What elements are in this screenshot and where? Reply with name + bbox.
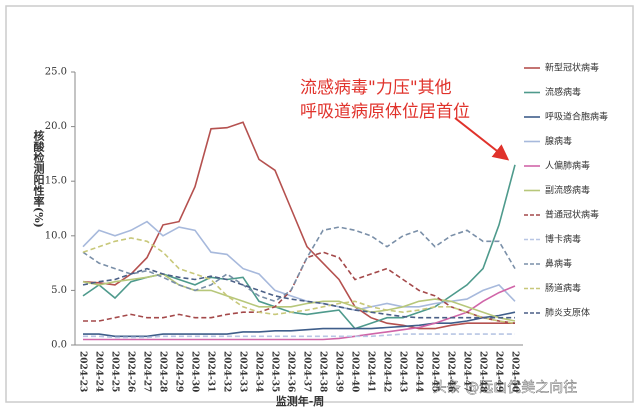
legend-label: 呼吸道合胞病毒 [545,111,608,123]
series-line [83,311,516,338]
x-tick-label: 2024-27 [142,351,152,392]
x-tick-label: 2024-36 [286,351,296,392]
y-tick-label: 0.0 [51,340,67,351]
x-tick-label: 2024-28 [158,351,168,392]
x-tick-label: 2024-34 [254,351,264,392]
legend-label: 流感病毒 [545,86,581,98]
x-tick-label: 2024-33 [238,351,248,392]
x-tick-label: 2024-23 [78,351,88,392]
y-tick-label: 10.0 [45,230,67,241]
annotation: 流感病毒"力压"其他 [300,78,452,98]
x-tick-label: 2024-24 [94,351,104,392]
series-line [83,285,516,341]
x-tick-label: 2024-38 [318,351,328,392]
x-tick-label: 2024-41 [366,351,376,392]
x-axis-label: 监测年-周 [276,394,325,408]
y-tick-label: 20.0 [45,121,67,132]
annotation: 呼吸道病原体位居首位 [300,102,470,122]
x-tick-label: 2024-40 [350,351,360,392]
series-line [82,226,516,303]
x-tick-label: 2024-32 [222,351,232,392]
series-line [82,237,516,324]
x-tick-label: 2024-31 [206,351,216,392]
x-tick-label: 2024-47 [462,351,472,392]
x-tick-label: 2024-42 [382,351,392,392]
x-tick-label: 2024-48 [478,351,488,392]
y-tick-label: 25.0 [45,67,67,78]
series-line [82,164,516,330]
series-line [82,121,515,330]
legend-label: 肺炎支原体 [545,307,590,319]
x-tick-label: 2024-45 [430,351,440,392]
y-tick-label: 5.0 [51,285,67,296]
series-line [82,273,516,322]
x-tick-label: 2024-37 [302,351,312,392]
annotation-arrow [454,117,510,161]
legend-label: 鼻病毒 [545,258,572,270]
series-line [83,333,515,339]
x-tick-label: 2024-35 [270,351,280,392]
x-tick-label: 2024-30 [190,351,200,392]
x-tick-label: 2024-46 [446,351,456,392]
watermark: 头条 @远山优美之向往 [433,379,577,396]
legend-label: 人偏肺病毒 [545,160,590,172]
x-tick-label: 2024-43 [398,351,408,392]
x-tick-label: 2024-26 [126,351,136,392]
legend-label: 博卡病毒 [545,233,581,245]
series-line [82,220,516,311]
x-tick-label: 2024-25 [110,351,120,392]
legend-label: 新型冠状病毒 [545,62,599,74]
y-tick-label: 15.0 [45,176,67,187]
x-tick-label: 2024-44 [414,351,424,392]
series-line [82,267,515,319]
legend-label: 肠道病毒 [545,282,581,294]
legend-label: 副流感病毒 [545,184,590,196]
x-tick-label: 2024-49 [494,351,504,392]
y-axis-label: 核酸检测阳性率(%) [32,129,45,228]
x-tick-label: 2024-50 [510,351,520,392]
x-tick-label: 2024-29 [174,351,184,392]
frame [5,5,634,403]
legend-label: 普通冠状病毒 [545,209,599,221]
legend-label: 腺病毒 [545,135,572,147]
x-tick-label: 2024-39 [334,351,344,392]
